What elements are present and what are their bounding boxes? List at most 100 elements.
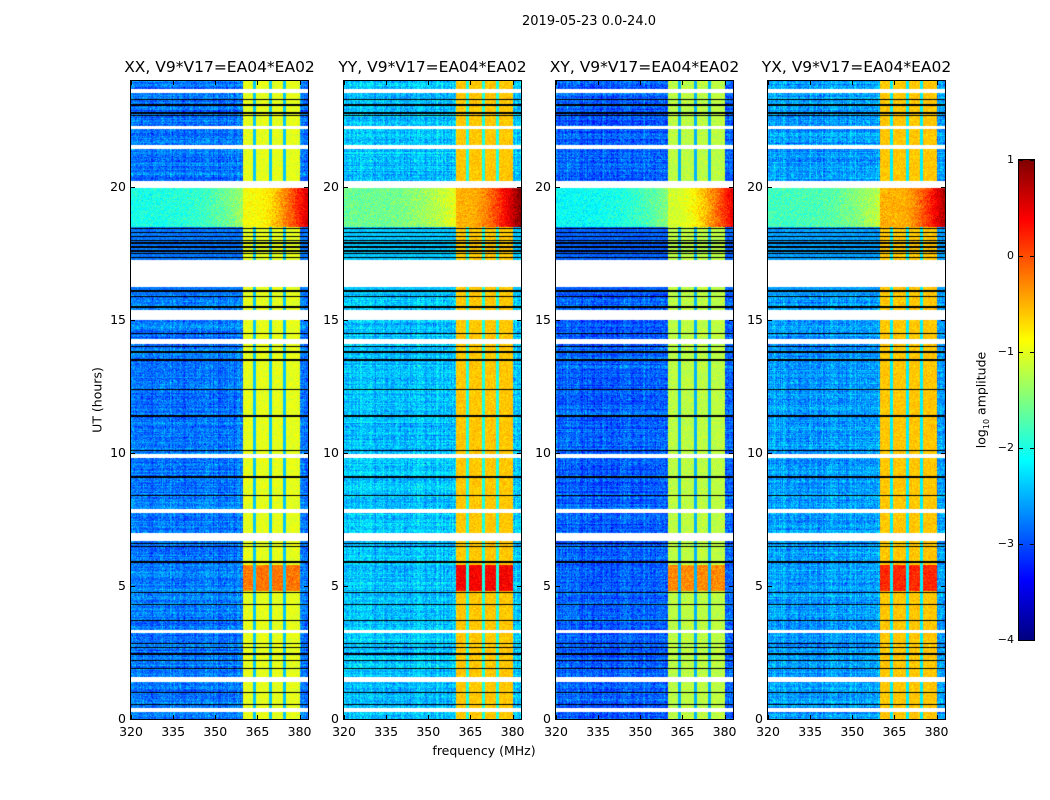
x-tick-mark [428, 81, 430, 85]
spectrogram-panel-2 [343, 80, 522, 720]
colorbar-tick-mark [1030, 640, 1034, 641]
y-tick-label: 0 [543, 711, 551, 726]
y-tick-mark [517, 320, 521, 322]
x-tick-mark [344, 81, 345, 85]
y-tick-mark [556, 719, 560, 720]
x-tick-label: 365 [670, 724, 695, 739]
x-tick-mark [598, 81, 600, 85]
x-tick-mark [215, 715, 217, 719]
x-tick-label: 335 [374, 724, 399, 739]
y-tick-mark [941, 586, 945, 588]
y-tick-mark [131, 187, 135, 189]
y-tick-label: 10 [747, 445, 763, 461]
y-tick-mark [768, 187, 772, 189]
x-tick-label: 365 [458, 724, 483, 739]
y-tick-mark [729, 586, 733, 588]
x-tick-label: 350 [628, 724, 653, 739]
y-tick-mark [941, 320, 945, 322]
y-tick-label: 10 [535, 445, 551, 461]
y-tick-mark [768, 320, 772, 322]
y-tick-mark [517, 453, 521, 455]
x-tick-mark [556, 715, 557, 719]
y-tick-mark [517, 719, 521, 720]
x-tick-mark [299, 81, 301, 85]
y-tick-mark [304, 453, 308, 455]
x-tick-label: 365 [882, 724, 907, 739]
x-tick-label: 365 [245, 724, 270, 739]
y-tick-label: 15 [535, 312, 551, 328]
y-tick-mark [556, 586, 560, 588]
x-tick-mark [852, 81, 854, 85]
x-tick-mark [768, 81, 769, 85]
x-tick-mark [894, 715, 896, 719]
y-tick-mark [344, 586, 348, 588]
y-tick-mark [131, 586, 135, 588]
colorbar-tick-label: 1 [1007, 153, 1014, 166]
x-tick-mark [299, 715, 301, 719]
x-tick-label: 320 [119, 724, 143, 739]
colorbar-tick-mark [1030, 256, 1034, 257]
y-tick-label: 15 [747, 312, 763, 328]
y-tick-mark [344, 719, 348, 720]
y-tick-mark [304, 586, 308, 588]
panel-title-1: XX, V9*V17=EA04*EA02 [124, 58, 315, 76]
x-tick-mark [640, 81, 642, 85]
x-tick-mark [257, 81, 259, 85]
x-tick-mark [512, 81, 514, 85]
x-tick-mark [428, 715, 430, 719]
x-tick-label: 320 [332, 724, 356, 739]
x-tick-label: 320 [544, 724, 568, 739]
x-tick-mark [556, 81, 557, 85]
colorbar-tick-mark [1030, 352, 1034, 353]
x-tick-label: 335 [161, 724, 186, 739]
y-tick-label: 0 [331, 711, 339, 726]
y-tick-label: 5 [543, 578, 551, 594]
spectrogram-heatmap-2 [344, 81, 521, 719]
y-tick-mark [768, 453, 772, 455]
x-tick-label: 380 [924, 724, 949, 739]
x-tick-label: 350 [840, 724, 865, 739]
y-tick-mark [131, 320, 135, 322]
y-tick-label: 5 [331, 578, 339, 594]
x-tick-label: 380 [287, 724, 312, 739]
spectrogram-panel-1 [130, 80, 309, 720]
colorbar-tick-mark [1019, 256, 1023, 257]
colorbar [1018, 159, 1035, 641]
colorbar-tick-mark [1019, 448, 1023, 449]
y-tick-label: 20 [747, 179, 763, 195]
y-tick-mark [517, 187, 521, 189]
colorbar-tick-mark [1030, 544, 1034, 545]
colorbar-tick-label: −4 [997, 633, 1014, 646]
x-tick-label: 335 [586, 724, 611, 739]
x-tick-mark [852, 715, 854, 719]
x-tick-mark [894, 81, 896, 85]
spectrogram-panel-3 [555, 80, 734, 720]
x-tick-mark [470, 81, 472, 85]
x-tick-mark [768, 715, 769, 719]
y-tick-mark [304, 719, 308, 720]
x-tick-mark [640, 715, 642, 719]
y-tick-label: 20 [110, 179, 126, 195]
y-tick-label: 20 [323, 179, 339, 195]
y-tick-label: 0 [755, 711, 763, 726]
x-tick-mark [682, 715, 684, 719]
y-tick-mark [729, 719, 733, 720]
panel-title-3: XY, V9*V17=EA04*EA02 [549, 58, 740, 76]
y-tick-mark [344, 320, 348, 322]
x-tick-mark [215, 81, 217, 85]
colorbar-tick-mark [1019, 544, 1023, 545]
x-axis-label: frequency (MHz) [432, 743, 536, 758]
y-tick-mark [768, 719, 772, 720]
x-tick-mark [470, 715, 472, 719]
x-tick-label: 350 [416, 724, 441, 739]
y-tick-label: 15 [110, 312, 126, 328]
x-tick-mark [344, 715, 345, 719]
y-tick-mark [768, 586, 772, 588]
x-tick-mark [131, 715, 132, 719]
y-tick-mark [729, 453, 733, 455]
colorbar-tick-mark [1030, 448, 1034, 449]
x-tick-mark [936, 81, 938, 85]
y-tick-mark [941, 719, 945, 720]
spectrogram-heatmap-4 [768, 81, 945, 719]
